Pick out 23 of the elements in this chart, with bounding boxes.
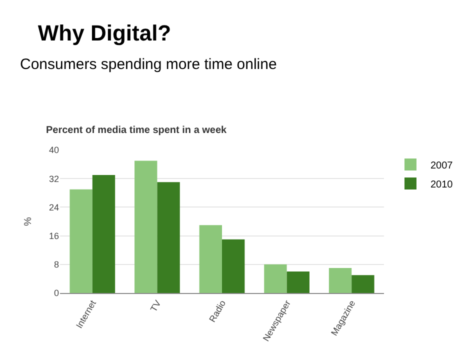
y-tick-label: 16 <box>48 230 59 241</box>
y-tick-label: 40 <box>48 145 59 156</box>
bar <box>92 175 116 293</box>
legend-label: 2007 <box>430 160 454 172</box>
bar <box>70 189 92 293</box>
chart-title: Why Digital? <box>38 20 172 46</box>
y-tick-label: 8 <box>54 260 59 270</box>
legend-label: 2010 <box>430 179 454 190</box>
y-axis-title: % <box>22 216 34 226</box>
y-tick-label: 0 <box>54 288 59 298</box>
bar <box>134 160 158 293</box>
bar <box>286 272 310 293</box>
bar <box>264 264 287 293</box>
bar <box>157 182 180 293</box>
bar <box>328 268 352 293</box>
text: Percent of media time spent in a week <box>46 125 228 136</box>
y-tick-label: 24 <box>48 202 59 212</box>
chart-subtitle: Consumers spending more time online <box>20 56 277 73</box>
x-tick-label: TV <box>148 298 163 314</box>
y-tick-label: 32 <box>48 174 59 184</box>
bar <box>199 225 222 293</box>
bar <box>222 239 245 293</box>
bar <box>352 275 374 293</box>
